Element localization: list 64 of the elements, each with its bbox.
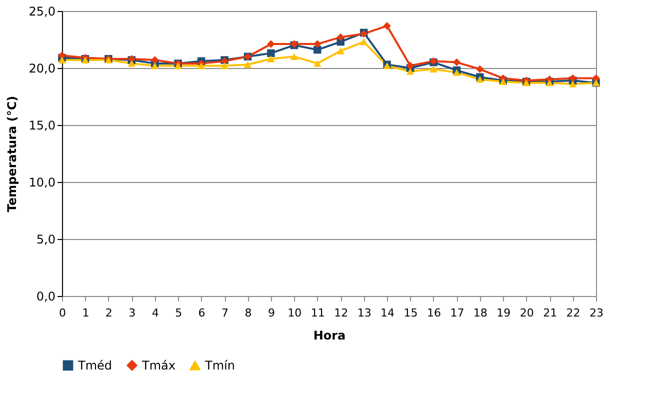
- x-tick-label: 14: [380, 306, 395, 320]
- point: [568, 80, 577, 88]
- y-tick-label: 15,0: [28, 118, 56, 132]
- x-tick-label: 12: [334, 306, 348, 320]
- x-tick-label: 16: [426, 306, 441, 320]
- point: [150, 62, 159, 70]
- point: [267, 40, 275, 48]
- y-tick-label: 20,0: [28, 62, 56, 76]
- point: [452, 69, 461, 76]
- x-tick-label: 0: [59, 306, 66, 320]
- point: [150, 56, 159, 64]
- point: [128, 60, 136, 67]
- x-tick-label: 15: [404, 306, 418, 320]
- x-tick-label: 3: [128, 306, 136, 320]
- point: [58, 56, 66, 64]
- point: [592, 74, 600, 82]
- x-tick-label: 17: [450, 306, 464, 320]
- point: [406, 62, 414, 70]
- x-tick-label: 22: [566, 306, 580, 320]
- x-tick-label: 23: [590, 306, 604, 320]
- legend-label: Tmín: [204, 358, 235, 373]
- point: [290, 53, 298, 60]
- x-tick-label: 13: [357, 306, 372, 320]
- y-tick-label: 25,0: [28, 4, 56, 18]
- y-tick-label: 10,0: [28, 176, 56, 190]
- y-tick-label: 5,0: [36, 232, 56, 246]
- point: [336, 33, 344, 42]
- point: [430, 66, 438, 72]
- point: [174, 62, 182, 70]
- point: [452, 58, 461, 66]
- x-tick-label: 8: [244, 306, 252, 320]
- x-tick-label: 21: [543, 306, 558, 320]
- x-tick-label: 20: [520, 306, 534, 320]
- x-tick-label: 11: [310, 306, 325, 320]
- point: [244, 61, 252, 68]
- x-tick-label: 9: [268, 306, 275, 320]
- point: [336, 48, 344, 54]
- point: [476, 76, 484, 83]
- x-tick-label: 1: [82, 306, 90, 320]
- x-tick-label: 10: [288, 306, 302, 320]
- point: [220, 62, 228, 70]
- x-tick-label: 4: [152, 306, 159, 320]
- x-axis-title: Hora: [313, 328, 346, 342]
- x-tick-label: 7: [222, 306, 229, 320]
- point: [383, 22, 391, 30]
- point: [568, 74, 577, 82]
- point: [406, 68, 414, 75]
- x-tick-label: 5: [175, 306, 182, 320]
- point: [314, 60, 322, 67]
- x-tick-label: 19: [496, 306, 511, 320]
- point: [476, 65, 484, 74]
- y-axis-title: Temperatura (°C): [4, 96, 19, 212]
- point: [314, 40, 322, 48]
- x-tick-label: 6: [198, 306, 206, 320]
- point: [197, 62, 206, 70]
- point: [267, 56, 275, 62]
- x-tick-label: 18: [473, 306, 488, 320]
- point: [267, 49, 275, 58]
- point: [314, 46, 322, 54]
- y-tick-label: 0,0: [36, 290, 56, 304]
- x-tick-label: 2: [105, 306, 112, 320]
- point: [360, 38, 368, 46]
- legend-label: Tméd: [77, 358, 112, 372]
- legend-label: Tmáx: [141, 358, 176, 372]
